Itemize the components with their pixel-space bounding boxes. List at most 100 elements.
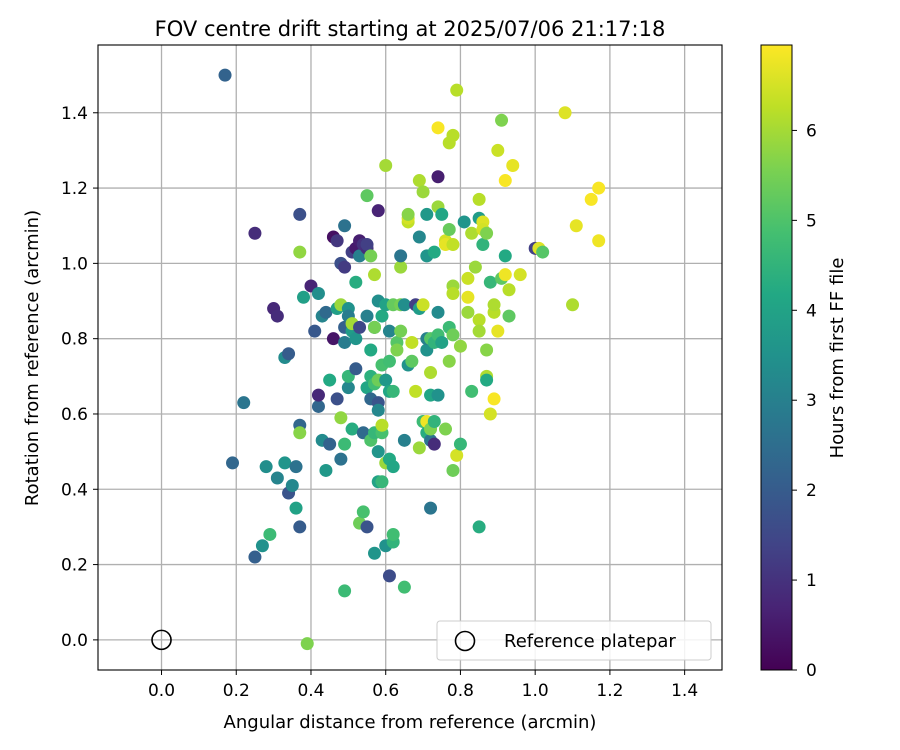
- scatter-point: [379, 158, 393, 172]
- scatter-point: [412, 441, 426, 455]
- scatter-point: [468, 260, 482, 274]
- scatter-point: [338, 260, 352, 274]
- scatter-points: [218, 68, 606, 651]
- colorbar-gradient: [760, 44, 793, 671]
- scatter-point: [394, 324, 408, 338]
- scatter-point: [360, 309, 374, 323]
- scatter-point: [438, 422, 452, 436]
- colorbar-tick-label: 1: [806, 571, 817, 591]
- scatter-point: [412, 174, 426, 188]
- scatter-point: [498, 174, 512, 188]
- scatter-point: [450, 448, 464, 462]
- scatter-point: [386, 527, 400, 541]
- scatter-point: [476, 238, 490, 252]
- scatter-point: [498, 268, 512, 282]
- scatter-point: [270, 471, 284, 485]
- scatter-point: [446, 128, 460, 142]
- x-tick-label: 1.4: [671, 681, 698, 701]
- scatter-point: [263, 527, 277, 541]
- scatter-point: [371, 204, 385, 218]
- scatter-point: [375, 309, 389, 323]
- scatter-point: [435, 207, 449, 221]
- scatter-point: [334, 452, 348, 466]
- scatter-point: [330, 234, 344, 248]
- scatter-point: [341, 381, 355, 395]
- colorbar-tick-label: 3: [806, 391, 817, 411]
- scatter-point: [416, 185, 430, 199]
- scatter-point: [483, 275, 497, 289]
- scatter-point: [405, 354, 419, 368]
- x-tick-label: 0.4: [297, 681, 324, 701]
- x-axis-ticks: 0.0 0.2 0.4 0.6 0.8 1.0 1.2 1.4: [148, 670, 698, 701]
- scatter-point: [311, 388, 325, 402]
- scatter-point: [446, 238, 460, 252]
- scatter-point: [461, 290, 475, 304]
- scatter-point: [293, 207, 307, 221]
- scatter-point: [349, 332, 363, 346]
- y-tick-label: 1.2: [61, 179, 88, 199]
- scatter-point: [472, 520, 486, 534]
- scatter-point: [502, 283, 516, 297]
- scatter-point: [226, 456, 240, 470]
- x-tick-label: 0.8: [447, 681, 474, 701]
- scatter-point: [558, 106, 572, 120]
- scatter-point: [513, 268, 527, 282]
- scatter-point: [495, 113, 509, 127]
- x-tick-label: 0.6: [372, 681, 399, 701]
- scatter-point: [330, 392, 344, 406]
- x-tick-label: 0.2: [223, 681, 250, 701]
- scatter-point: [375, 418, 389, 432]
- legend-marker-reference-platepar: [454, 630, 476, 652]
- colorbar-tick-label: 2: [806, 481, 817, 501]
- y-tick-label: 0.8: [61, 330, 88, 350]
- scatter-point: [431, 170, 445, 184]
- y-tick-label: 0.4: [61, 480, 88, 500]
- scatter-point: [379, 373, 393, 387]
- scatter-point: [319, 305, 333, 319]
- scatter-point: [480, 226, 494, 240]
- scatter-point: [278, 456, 292, 470]
- scatter-point: [536, 245, 550, 259]
- legend-label-reference-platepar: Reference platepar: [504, 631, 676, 652]
- scatter-point: [323, 373, 337, 387]
- scatter-point: [386, 460, 400, 474]
- colorbar-tick-label: 5: [806, 211, 817, 231]
- scatter-point: [424, 366, 438, 380]
- legend-box: [436, 620, 712, 661]
- plot-frame: [97, 44, 723, 671]
- y-tick-label: 0.2: [61, 556, 88, 576]
- scatter-point: [293, 426, 307, 440]
- scatter-point: [405, 335, 419, 349]
- scatter-point: [360, 238, 374, 252]
- scatter-point: [427, 437, 441, 451]
- scatter-point: [498, 249, 512, 263]
- scatter-point: [382, 324, 396, 338]
- scatter-point: [338, 584, 352, 598]
- scatter-point: [334, 411, 348, 425]
- chart-title: FOV centre drift starting at 2025/07/06 …: [155, 17, 666, 41]
- scatter-point: [491, 143, 505, 157]
- scatter-point: [480, 343, 494, 357]
- scatter-point: [375, 475, 389, 489]
- scatter-point: [450, 83, 464, 97]
- scatter-point: [353, 320, 367, 334]
- scatter-point: [446, 463, 460, 477]
- y-tick-label: 0.6: [61, 405, 88, 425]
- scatter-point: [431, 388, 445, 402]
- scatter-point: [293, 245, 307, 259]
- scatter-point: [431, 121, 445, 135]
- y-tick-label: 0.0: [61, 631, 88, 651]
- scatter-point: [483, 407, 497, 421]
- scatter-point: [237, 396, 251, 410]
- scatter-point: [311, 286, 325, 300]
- colorbar-label: Hours from first FF file: [827, 258, 848, 459]
- scatter-point: [442, 354, 456, 368]
- scatter-point: [427, 415, 441, 429]
- scatter-point: [360, 189, 374, 203]
- scatter-point: [420, 207, 434, 221]
- scatter-point: [584, 192, 598, 206]
- scatter-point: [326, 332, 340, 346]
- scatter-point: [431, 305, 445, 319]
- scatter-point: [356, 505, 370, 519]
- scatter-point: [487, 298, 501, 312]
